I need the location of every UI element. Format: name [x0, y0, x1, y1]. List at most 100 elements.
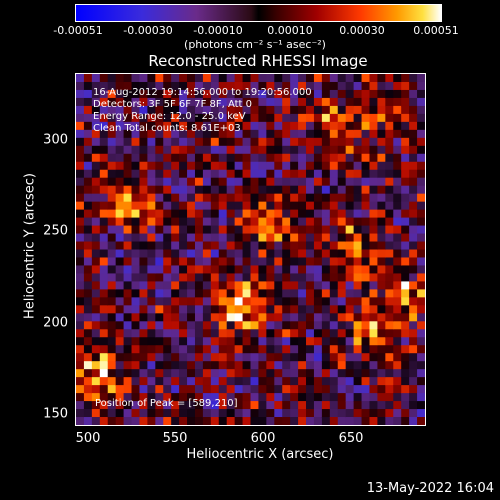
- heatmap-cell: [306, 153, 315, 163]
- heatmap-cell: [202, 361, 212, 370]
- heatmap-cell: [187, 201, 196, 211]
- heatmap-cell: [345, 89, 355, 99]
- heatmap-cell: [155, 289, 164, 298]
- heatmap-cell: [377, 249, 386, 259]
- heatmap-cell: [242, 273, 252, 283]
- heatmap-cell: [99, 409, 109, 418]
- heatmap-cell: [321, 89, 331, 99]
- heatmap-cell: [329, 161, 339, 171]
- heatmap-cell: [337, 385, 347, 394]
- heatmap-cell: [298, 393, 307, 402]
- heatmap-cell: [171, 385, 180, 394]
- heatmap-cell: [258, 289, 267, 298]
- heatmap-cell: [290, 289, 299, 298]
- heatmap-cell: [115, 305, 125, 314]
- heatmap-cell: [417, 217, 425, 227]
- heatmap-cell: [417, 145, 425, 155]
- heatmap-cell: [155, 393, 164, 402]
- heatmap-cell: [155, 241, 164, 251]
- heatmap-cell: [234, 289, 244, 298]
- heatmap-cell: [282, 297, 291, 306]
- heatmap-cell: [282, 113, 291, 123]
- heatmap-cell: [361, 345, 371, 354]
- heatmap-cell: [274, 313, 283, 322]
- heatmap-cell: [417, 353, 425, 362]
- heatmap-cell: [266, 417, 275, 425]
- heatmap-cell: [369, 97, 379, 107]
- heatmap-cell: [417, 161, 425, 171]
- heatmap-cell: [329, 113, 339, 123]
- heatmap-cell: [369, 217, 379, 227]
- heatmap-cell: [210, 81, 220, 91]
- heatmap-cell: [329, 257, 339, 267]
- heatmap-cell: [298, 153, 307, 163]
- heatmap-cell: [131, 137, 141, 147]
- heatmap-cell: [202, 401, 212, 410]
- heatmap-cell: [393, 321, 402, 330]
- heatmap-cell: [306, 265, 315, 275]
- heatmap-cell: [218, 321, 228, 330]
- heatmap-cell: [417, 185, 425, 195]
- heatmap-cell: [179, 209, 188, 219]
- annotation-counts: Clean Total counts: 8.61E+03: [93, 123, 241, 134]
- heatmap-cell: [179, 337, 188, 346]
- heatmap-cell: [377, 345, 386, 354]
- heatmap-cell: [194, 105, 204, 115]
- heatmap-cell: [361, 289, 371, 298]
- heatmap-cell: [369, 409, 379, 418]
- heatmap-cell: [345, 321, 355, 330]
- heatmap-cell: [115, 345, 125, 354]
- heatmap-cell: [258, 401, 267, 410]
- heatmap-cell: [91, 273, 101, 283]
- heatmap-cell: [369, 377, 379, 386]
- heatmap-cell: [409, 401, 418, 410]
- heatmap-cell: [337, 305, 347, 314]
- heatmap-cell: [171, 153, 180, 163]
- heatmap-cell: [393, 105, 402, 115]
- heatmap-cell: [187, 97, 196, 107]
- heatmap-cell: [409, 137, 418, 147]
- heatmap-cell: [155, 249, 164, 259]
- heatmap-cell: [242, 217, 252, 227]
- heatmap-cell: [83, 281, 93, 290]
- heatmap-cell: [274, 393, 283, 402]
- heatmap-cell: [409, 233, 418, 243]
- heatmap-cell: [369, 265, 379, 275]
- heatmap-cell: [266, 193, 275, 203]
- heatmap-cell: [131, 281, 141, 290]
- heatmap-cell: [147, 409, 156, 418]
- heatmap-cell: [321, 169, 331, 179]
- heatmap-cell: [147, 273, 156, 283]
- heatmap-cell: [329, 169, 339, 179]
- heatmap-cell: [123, 241, 133, 251]
- heatmap-cell: [242, 113, 252, 123]
- heatmap-cell: [393, 81, 402, 91]
- heatmap-cell: [147, 393, 156, 402]
- heatmap-cell: [107, 345, 117, 354]
- heatmap-cell: [131, 265, 141, 275]
- heatmap-cell: [99, 105, 109, 115]
- heatmap-cell: [369, 185, 379, 195]
- heatmap-cell: [210, 89, 220, 99]
- heatmap-cell: [258, 201, 267, 211]
- heatmap-cell: [329, 74, 339, 83]
- heatmap-cell: [274, 97, 283, 107]
- heatmap-cell: [258, 74, 267, 83]
- heatmap-cell: [353, 265, 363, 275]
- heatmap-cell: [409, 105, 418, 115]
- heatmap-cell: [155, 217, 164, 227]
- heatmap-cell: [385, 369, 394, 378]
- peak-label: Position of Peak = [589,210]: [95, 398, 238, 409]
- heatmap-cell: [282, 74, 291, 83]
- heatmap-cell: [258, 249, 267, 259]
- heatmap-cell: [234, 153, 244, 163]
- heatmap-cell: [393, 393, 402, 402]
- heatmap-cell: [226, 313, 236, 322]
- heatmap-cell: [107, 377, 117, 386]
- heatmap-cell: [99, 145, 109, 155]
- heatmap-cell: [179, 385, 188, 394]
- heatmap-cell: [250, 233, 260, 243]
- heatmap-cell: [250, 305, 260, 314]
- heatmap-cell: [282, 289, 291, 298]
- heatmap-cell: [409, 193, 418, 203]
